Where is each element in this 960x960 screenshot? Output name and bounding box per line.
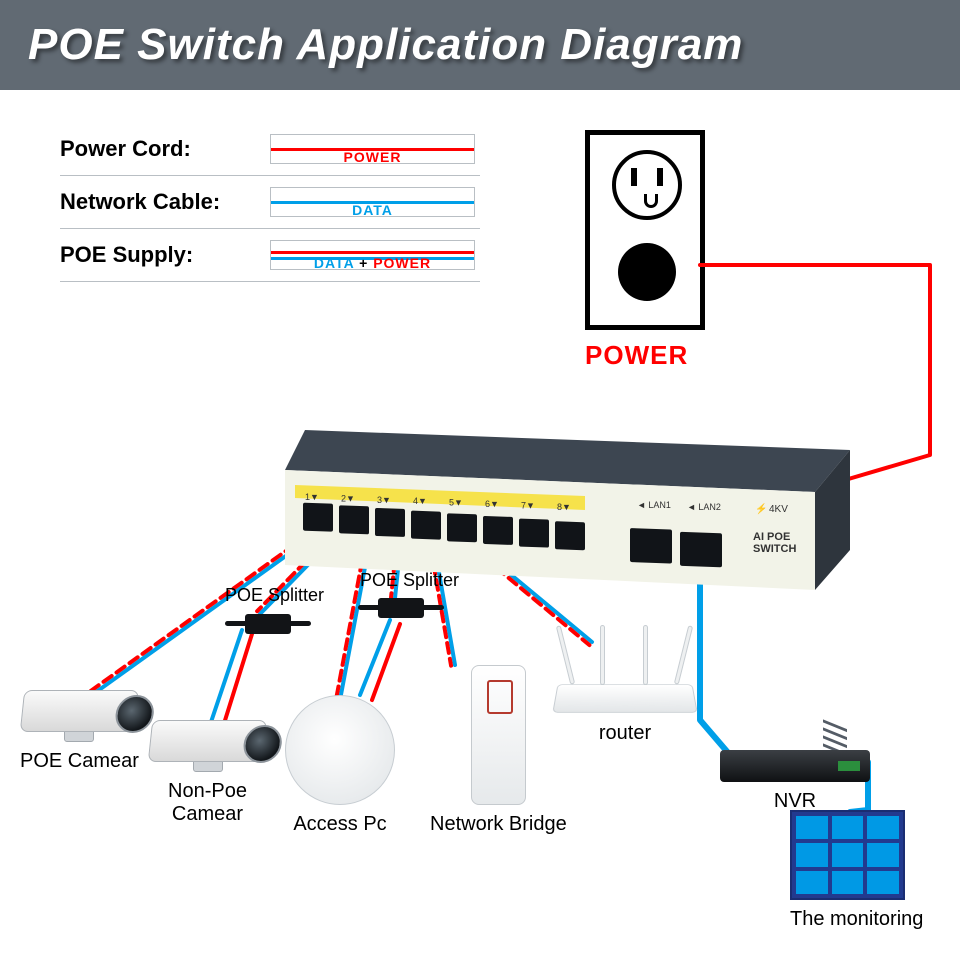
- svg-text:◄ LAN1: ◄ LAN1: [637, 500, 671, 510]
- svg-text:7▼: 7▼: [521, 500, 535, 510]
- splitter-label: POE Splitter: [225, 585, 324, 606]
- legend-row-poe: POE Supply: DATA + POWER: [60, 231, 500, 279]
- svg-text:8▼: 8▼: [557, 502, 571, 512]
- power-label: POWER: [585, 340, 688, 371]
- page-title: POE Switch Application Diagram: [28, 20, 743, 70]
- svg-text:6▼: 6▼: [485, 499, 499, 509]
- legend: Power Cord: POWER Network Cable: DATA PO…: [60, 125, 500, 284]
- nvr-icon: [720, 750, 870, 782]
- poe-camera: POE Camear: [20, 690, 139, 773]
- header-bar: POE Switch Application Diagram: [0, 0, 960, 90]
- monitoring: The monitoring: [790, 810, 923, 931]
- access-point-icon: [285, 695, 395, 805]
- svg-text:◄ LAN2: ◄ LAN2: [687, 502, 721, 512]
- splitter-label: POE Splitter: [360, 570, 459, 591]
- svg-text:3▼: 3▼: [377, 495, 391, 505]
- svg-text:2▼: 2▼: [341, 493, 355, 503]
- monitor-grid-icon: [790, 810, 905, 900]
- camera-icon: [20, 690, 139, 732]
- network-bridge: Network Bridge: [430, 665, 567, 836]
- legend-row-data: Network Cable: DATA: [60, 178, 500, 226]
- nvr: NVR: [720, 750, 870, 813]
- svg-text:SWITCH: SWITCH: [753, 543, 796, 555]
- non-poe-camera: Non-Poe Camear: [150, 720, 265, 826]
- legend-label: POE Supply:: [60, 242, 270, 268]
- legend-label: Network Cable:: [60, 189, 270, 215]
- router: router: [555, 680, 695, 745]
- legend-swatch: DATA: [270, 187, 475, 217]
- legend-swatch: POWER: [270, 134, 475, 164]
- legend-row-power: Power Cord: POWER: [60, 125, 500, 173]
- legend-label: Power Cord:: [60, 136, 270, 162]
- access-pc: Access Pc: [285, 695, 395, 836]
- bridge-icon: [471, 665, 526, 805]
- camera-icon: [148, 720, 267, 762]
- svg-text:4KV: 4KV: [769, 504, 788, 515]
- power-outlet-icon: [585, 130, 705, 330]
- legend-swatch: DATA + POWER: [270, 240, 475, 270]
- poe-splitter-icon: [378, 598, 424, 618]
- svg-text:AI POE: AI POE: [753, 531, 790, 543]
- poe-splitter-icon: [245, 614, 291, 634]
- svg-text:⚡: ⚡: [755, 502, 767, 515]
- router-icon: [555, 680, 695, 716]
- svg-text:1▼: 1▼: [305, 492, 319, 502]
- svg-text:4▼: 4▼: [413, 496, 427, 506]
- svg-text:5▼: 5▼: [449, 498, 463, 508]
